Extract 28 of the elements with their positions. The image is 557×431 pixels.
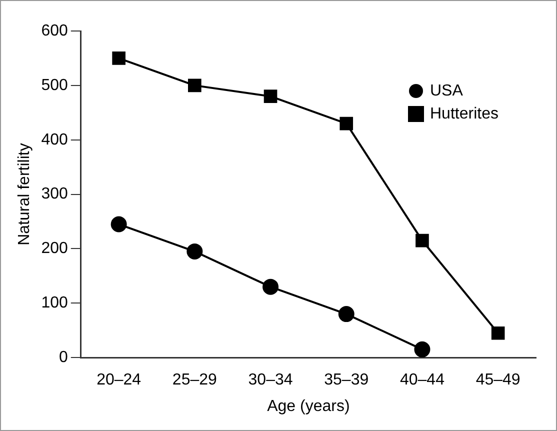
point: [491, 326, 505, 340]
point: [264, 90, 278, 103]
x-tick-label: 20–24: [96, 372, 142, 389]
point: [110, 216, 127, 232]
y-tick-label: 200: [41, 240, 68, 258]
point: [188, 78, 202, 92]
legend-label: USA: [430, 82, 464, 100]
y-tick-label: 400: [41, 131, 68, 148]
y-axis-title: Natural fertility: [16, 143, 34, 246]
point: [262, 278, 279, 295]
point: [416, 234, 429, 248]
x-tick-label: 45–49: [476, 372, 520, 389]
y-tick-label: 600: [41, 22, 68, 40]
x-axis-title: Age (years): [267, 398, 350, 415]
point: [340, 116, 354, 130]
point: [414, 341, 430, 358]
point: [186, 243, 203, 260]
x-tick-label: 35–39: [324, 372, 369, 389]
x-tick-label: 30–34: [248, 372, 293, 389]
y-tick-label: 100: [41, 294, 68, 312]
x-tick-label: 25–29: [172, 372, 218, 389]
y-tick-label: 300: [41, 186, 68, 203]
y-tick-label: 500: [41, 76, 68, 94]
y-tick-label: 0: [58, 349, 68, 366]
point: [112, 52, 126, 65]
point: [338, 306, 354, 322]
x-tick-label: 40–44: [400, 372, 445, 389]
legend-label: Hutterites: [430, 105, 498, 122]
